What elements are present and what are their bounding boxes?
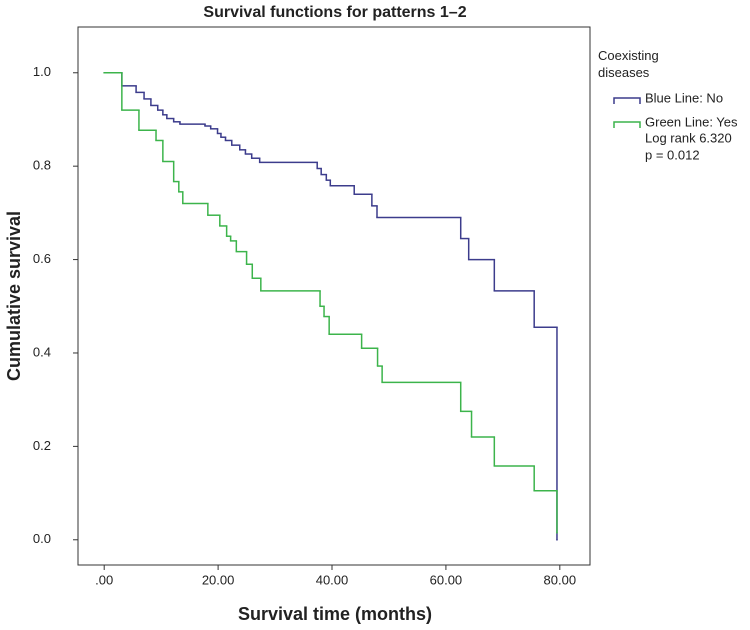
annotation: Log rank 6.320 (645, 130, 732, 145)
legend-swatch (613, 121, 641, 128)
y-tick-label: 0.4 (33, 344, 51, 359)
legend-title: Coexisting diseases (598, 48, 659, 80)
plot-frame (77, 26, 591, 566)
legend-label: Blue Line: No (645, 90, 723, 105)
x-tick-label: 40.00 (316, 572, 349, 587)
x-tick-label: 80.00 (544, 572, 577, 587)
y-tick-label: 0.2 (33, 438, 51, 453)
x-tick-label: 60.00 (430, 572, 463, 587)
legend-swatch (613, 97, 641, 104)
legend-label: Green Line: Yes (645, 114, 738, 129)
y-tick-label: 0.0 (33, 531, 51, 546)
chart-title: Survival functions for patterns 1–2 (203, 4, 466, 21)
y-axis-label: Cumulative survival (4, 211, 24, 381)
x-tick-label: 20.00 (202, 572, 235, 587)
y-tick-label: 0.8 (33, 158, 51, 173)
x-axis-label: Survival time (months) (238, 604, 432, 624)
y-tick-label: 1.0 (33, 64, 51, 79)
annotation: p = 0.012 (645, 147, 700, 162)
y-tick-label: 0.6 (33, 251, 51, 266)
x-tick-label: .00 (95, 572, 113, 587)
